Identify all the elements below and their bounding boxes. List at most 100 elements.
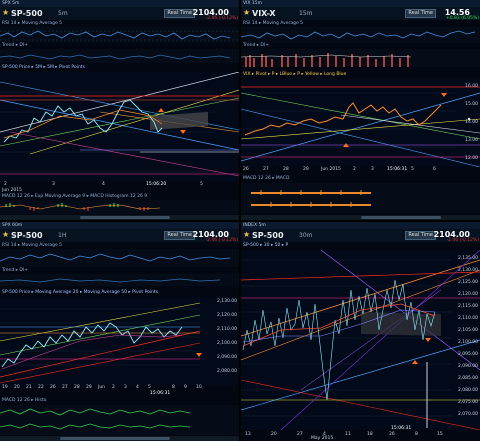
realtime-button[interactable]: Real Time bbox=[405, 9, 436, 18]
last-price: 14.56 bbox=[444, 8, 470, 17]
x-tick-9: 5 bbox=[411, 167, 414, 172]
scrollbar-thumb[interactable] bbox=[60, 437, 170, 440]
time-label: 15:06:31 bbox=[391, 426, 412, 431]
price-change: -2.46 (-0.12%) bbox=[205, 238, 238, 243]
macd-plot bbox=[0, 405, 239, 435]
symbol-name[interactable]: SP-500 bbox=[11, 9, 43, 18]
realtime-button[interactable]: Real Time bbox=[164, 231, 195, 240]
rsi-legend[interactable]: RSI 14 ▸ Moving Average 5 bbox=[243, 21, 304, 26]
macd-legend[interactable]: MACD 12 26 ▸ Exp Moving Average 9 ▸ MACD… bbox=[2, 194, 148, 199]
price-legend[interactable]: SP-500 ▸ 30 ▸ 50 ▸ P bbox=[243, 243, 289, 248]
macd-plot bbox=[0, 200, 239, 214]
price-pane[interactable] bbox=[241, 79, 480, 167]
rsi-plot bbox=[241, 27, 480, 43]
chart-panel-spx-60m[interactable]: SPX 60m ★ SP-500 1H Real Time 2104.00 -2… bbox=[0, 222, 239, 441]
price-legend[interactable]: SP-500 Price ▸ Moving Average 20 ▸ Movin… bbox=[2, 290, 159, 295]
y-tick-2: 15.00 bbox=[465, 102, 478, 107]
trend-plot bbox=[0, 274, 239, 286]
date-label: Jun 2015 bbox=[2, 188, 22, 193]
y-tick-3: 2,125.00 bbox=[457, 280, 478, 285]
y-tick-11: 2,085.00 bbox=[457, 376, 478, 381]
x-tick-5: 11 bbox=[345, 432, 351, 437]
panel-title: SPX 5m bbox=[0, 0, 239, 7]
macd-pane bbox=[0, 405, 239, 435]
y-tick-10: 2,090.00 bbox=[457, 364, 478, 369]
y-tick-5: 12.00 bbox=[465, 156, 478, 161]
macd-pane bbox=[241, 183, 480, 213]
x-tick-1: 19 bbox=[2, 385, 8, 390]
trend-legend[interactable]: Trend ▸ DI+ bbox=[2, 43, 28, 48]
time-scrollbar[interactable] bbox=[241, 215, 480, 220]
interval-label[interactable]: 30m bbox=[299, 232, 313, 239]
price-legend[interactable]: SP-500 Price ▸ 5M ▸ 5M ▸ Pivot Points bbox=[2, 65, 85, 70]
x-tick-1: 2 bbox=[4, 182, 7, 187]
chart-panel-index[interactable]: INDEX 5m ★ SP-500 30m Real Time 2104.00 … bbox=[241, 222, 480, 441]
chart-panel-spx-5m[interactable]: SPX 5m ★ SP-500 5m Real Time 2104.00 -2.… bbox=[0, 0, 239, 220]
price-plot[interactable] bbox=[241, 250, 480, 430]
star-icon[interactable]: ★ bbox=[243, 230, 251, 239]
time-scrollbar[interactable] bbox=[0, 215, 239, 220]
time-scrollbar[interactable] bbox=[0, 436, 239, 441]
x-tick-8: 29 bbox=[86, 385, 92, 390]
y-tick-4: 2,100.00 bbox=[216, 341, 237, 346]
realtime-button[interactable]: Real Time bbox=[405, 231, 436, 240]
x-tick-3: 28 bbox=[283, 167, 289, 172]
panel-title: SPX 60m bbox=[0, 222, 239, 229]
interval-label[interactable]: 5m bbox=[58, 10, 68, 17]
time-label: 15:06:20 bbox=[146, 182, 167, 187]
y-tick-5: 2,090.00 bbox=[216, 355, 237, 360]
x-tick-1: 13 bbox=[245, 432, 251, 437]
y-tick-14: 2,070.00 bbox=[457, 412, 478, 417]
price-plot[interactable] bbox=[241, 79, 480, 167]
x-tick-7: 26 bbox=[389, 432, 395, 437]
star-icon[interactable]: ★ bbox=[2, 8, 10, 17]
chart-panel-vix-15m[interactable]: VIX 15m ★ VIX-X 15m Real Time 14.56 +0.8… bbox=[241, 0, 480, 220]
y-tick-6: 2,110.00 bbox=[457, 316, 478, 321]
rsi-pane bbox=[0, 249, 239, 267]
x-tick-15: 9 bbox=[184, 385, 187, 390]
trend-legend[interactable]: Trend ▸ DI+ bbox=[243, 43, 269, 48]
interval-label[interactable]: 1H bbox=[58, 232, 67, 239]
y-tick-9: 2,095.00 bbox=[457, 352, 478, 357]
price-plot[interactable] bbox=[0, 297, 239, 385]
trend-plot bbox=[241, 49, 480, 67]
star-icon[interactable]: ★ bbox=[2, 230, 10, 239]
symbol-bar: ★ VIX-X 15m Real Time 14.56 +0.83 (6.05%… bbox=[241, 7, 480, 21]
trend-pane bbox=[0, 49, 239, 63]
x-tick-4: 4 bbox=[323, 432, 326, 437]
y-tick-13: 2,075.00 bbox=[457, 400, 478, 405]
macd-pane bbox=[0, 200, 239, 214]
x-tick-13: 5 bbox=[148, 385, 151, 390]
x-tick-4: 29 bbox=[303, 167, 309, 172]
symbol-bar: ★ SP-500 5m Real Time 2104.00 -2.46 (-0.… bbox=[0, 7, 239, 21]
macd-legend[interactable]: MACD 12 26 ▸ MACD bbox=[243, 176, 290, 181]
rsi-plot bbox=[0, 249, 239, 267]
rsi-pane bbox=[0, 27, 239, 43]
realtime-button[interactable]: Real Time bbox=[164, 9, 195, 18]
price-plot[interactable] bbox=[0, 72, 239, 182]
star-icon[interactable]: ★ bbox=[243, 8, 251, 17]
x-tick-7: 3 bbox=[371, 167, 374, 172]
price-pane[interactable] bbox=[0, 297, 239, 385]
x-month-label: May 2015 bbox=[311, 436, 334, 441]
price-pane[interactable] bbox=[241, 250, 480, 430]
y-tick-6: 2,080.00 bbox=[216, 369, 237, 374]
rsi-legend[interactable]: RSI 14 ▸ Moving Average 5 bbox=[2, 243, 63, 248]
symbol-name[interactable]: SP-500 bbox=[252, 231, 284, 240]
trend-pane bbox=[0, 274, 239, 286]
y-tick-2: 2,130.00 bbox=[457, 268, 478, 273]
symbol-name[interactable]: VIX-X bbox=[252, 9, 276, 18]
scrollbar-thumb[interactable] bbox=[80, 216, 170, 219]
macd-legend[interactable]: MACD 12 26 ▸ Histo bbox=[2, 398, 47, 403]
x-tick-2: 20 bbox=[14, 385, 20, 390]
scrollbar-thumb[interactable] bbox=[361, 216, 441, 219]
symbol-name[interactable]: SP-500 bbox=[11, 231, 43, 240]
trend-legend[interactable]: Trend ▸ DI+ bbox=[2, 268, 28, 273]
symbol-bar: ★ SP-500 1H Real Time 2104.00 -2.46 (-0.… bbox=[0, 229, 239, 243]
price-legend[interactable]: VIX ▸ Pivot ▸ P ▸ LBlue ▸ P ▸ Yellow ▸ L… bbox=[243, 72, 347, 77]
interval-label[interactable]: 15m bbox=[299, 10, 313, 17]
x-tick-6: 2 bbox=[353, 167, 356, 172]
price-pane[interactable] bbox=[0, 72, 239, 182]
y-tick-1: 2,135.00 bbox=[457, 256, 478, 261]
rsi-legend[interactable]: RSI 14 ▸ Moving Average 5 bbox=[2, 21, 63, 26]
